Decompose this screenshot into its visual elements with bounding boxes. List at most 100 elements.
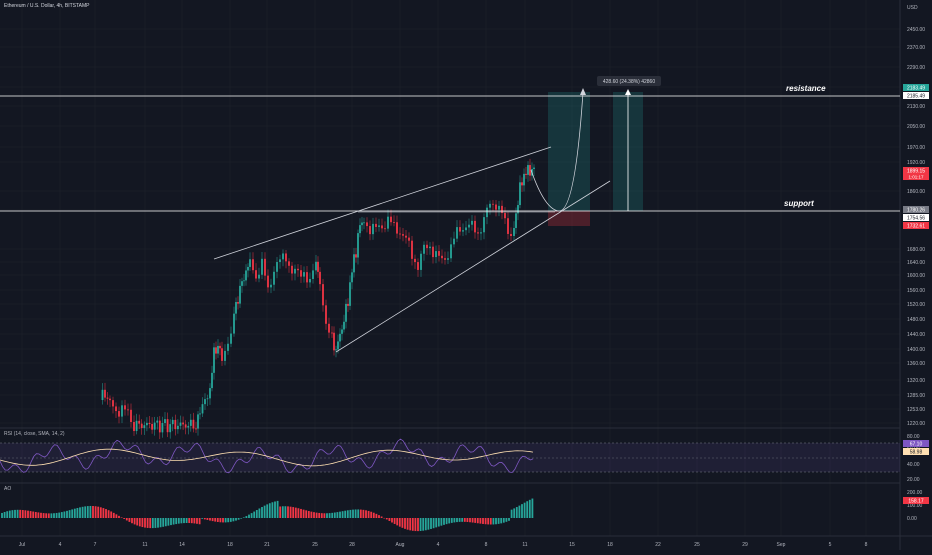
wedge-upper-line[interactable]	[213, 146, 552, 260]
time-tick-label: 8	[865, 542, 868, 548]
candle-body	[339, 333, 341, 342]
ao-bar	[437, 518, 440, 527]
projection-curve[interactable]	[530, 91, 584, 212]
candle-body	[112, 400, 114, 407]
ao-bar	[432, 518, 435, 529]
price-tick-label: 1860.00	[907, 189, 925, 195]
ao-pane-label[interactable]: AO	[4, 486, 12, 492]
symbol-title[interactable]: Ethereum / U.S. Dollar, 4h, BITSTAMP	[4, 3, 90, 9]
resistance-price-tag-alt	[903, 84, 929, 91]
candle-body	[294, 268, 296, 274]
support-price-tag-3	[903, 222, 929, 229]
rsi-tick-label: 80.00	[907, 434, 920, 440]
ao-bar	[193, 518, 196, 524]
time-tick-label: 29	[742, 542, 748, 548]
candle-body	[363, 222, 365, 224]
ao-bar	[461, 518, 464, 522]
ao-bar	[110, 511, 113, 518]
ao-bar	[515, 507, 518, 518]
long-stop-zone[interactable]	[548, 211, 590, 226]
ao-bar	[315, 512, 318, 518]
ao-bar	[27, 510, 29, 518]
candle-body	[477, 232, 479, 234]
ao-bar	[131, 518, 133, 524]
candle-body	[492, 203, 494, 205]
price-axis[interactable]: 2450.002370.002290.002210.002130.002050.…	[907, 27, 925, 522]
ao-bar	[37, 512, 40, 518]
price-tick-label: 1970.00	[907, 145, 925, 151]
ao-bar	[326, 513, 328, 518]
projection-arrow	[580, 88, 586, 95]
rsi-pane-label[interactable]: RSI (14, close, SMA, 14, 2)	[4, 431, 65, 437]
candle-body	[465, 227, 467, 231]
candle-body	[353, 254, 355, 273]
ao-bar	[365, 510, 367, 518]
candle-body	[402, 234, 404, 236]
price-tick-label: 1220.00	[907, 421, 925, 427]
ao-bar	[320, 513, 323, 518]
ao-bar	[510, 509, 513, 518]
ao-tick-label: 200.00	[907, 490, 923, 496]
time-axis[interactable]: Jul 4 7 11 14 18 21 25 28 Aug 4 8 11 15 18 22 25 29 Sep 5 8	[19, 542, 868, 548]
ao-bar	[97, 506, 100, 518]
candle-body	[441, 255, 443, 259]
candle-body	[507, 218, 509, 234]
chart-grid	[0, 0, 900, 536]
candle-body	[282, 253, 284, 260]
ao-bar	[255, 510, 258, 518]
ao-bar	[323, 513, 326, 518]
price-tick-label: 2370.00	[907, 45, 925, 51]
ao-bar	[250, 513, 253, 518]
price-tick-label: 2290.00	[907, 65, 925, 71]
candle-body	[230, 333, 232, 344]
ao-bar	[427, 518, 430, 530]
candle-body	[138, 420, 141, 424]
ao-bar	[508, 518, 510, 521]
ao-bar	[201, 518, 204, 519]
candle-body	[429, 246, 431, 249]
ao-bar	[232, 518, 235, 522]
ao-bar	[297, 508, 300, 518]
candle-body	[249, 259, 251, 267]
ao-bar	[344, 510, 347, 518]
ao-bar	[105, 509, 107, 518]
ao-bar	[513, 508, 516, 518]
time-tick-label: 5	[829, 542, 832, 548]
ao-bar	[521, 504, 523, 518]
ao-bar	[292, 507, 295, 518]
ao-bar	[151, 518, 154, 529]
candle-body	[343, 321, 345, 330]
ao-bar	[71, 509, 74, 518]
candle-body	[206, 398, 209, 400]
ao-bar	[261, 507, 263, 518]
ao-bar	[404, 518, 406, 529]
ao-bar	[128, 518, 131, 522]
ao-bar	[47, 513, 50, 518]
ao-bar	[336, 512, 339, 518]
ao-bar	[341, 511, 344, 518]
ao-bar	[1, 512, 3, 518]
ao-bar	[42, 513, 45, 518]
candle-body	[515, 213, 517, 228]
ao-bar	[375, 513, 378, 518]
candle-body	[201, 404, 204, 414]
ao-bar	[14, 509, 16, 518]
long-target-zone[interactable]	[548, 92, 590, 211]
wedge-lower-line[interactable]	[335, 180, 611, 353]
candle-body	[355, 254, 357, 258]
ao-bar	[362, 509, 365, 518]
rsi-sma-value-tag	[903, 448, 929, 455]
candle-body	[187, 425, 190, 428]
ao-bar	[92, 506, 94, 518]
candle-body	[359, 225, 361, 234]
ao-bar	[367, 510, 370, 518]
ao-bar	[505, 518, 508, 522]
ao-bar	[346, 510, 349, 518]
candle-body	[480, 232, 482, 234]
candle-body	[146, 422, 148, 426]
candle-body	[489, 203, 491, 208]
ao-bar	[274, 501, 276, 518]
ao-bar	[357, 509, 360, 518]
